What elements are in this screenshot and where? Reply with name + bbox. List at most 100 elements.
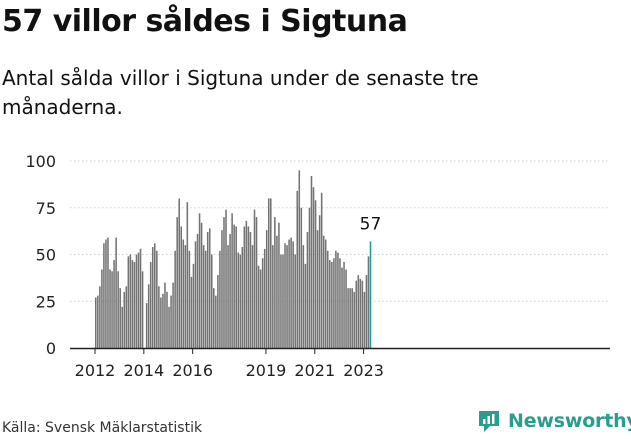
chart-bars [95, 170, 372, 348]
bar [176, 217, 178, 348]
bar [204, 250, 207, 348]
bar [318, 215, 321, 348]
bar [251, 245, 254, 348]
bar [245, 220, 248, 348]
bar [280, 254, 282, 348]
bar [320, 192, 323, 348]
bar [113, 260, 115, 348]
bar [267, 198, 270, 348]
bar [129, 254, 132, 348]
bar [361, 280, 364, 348]
bar [149, 261, 152, 348]
bar [339, 258, 341, 348]
bar [272, 245, 274, 348]
bar [300, 207, 303, 348]
bar [154, 243, 156, 348]
bar [111, 271, 113, 348]
bar [164, 282, 166, 348]
bar [151, 247, 154, 348]
bar [202, 245, 205, 348]
bar [331, 261, 333, 348]
bar [215, 295, 217, 348]
bar [206, 232, 209, 348]
newsworthy-logo-icon [479, 411, 499, 432]
bar [335, 250, 337, 348]
bar [343, 261, 345, 348]
bar [109, 269, 111, 348]
bar [253, 209, 256, 348]
bar [166, 291, 168, 348]
y-tick-label: 0 [46, 339, 56, 358]
bar [184, 245, 187, 348]
highlight-value-label: 57 [360, 214, 382, 234]
bar [158, 286, 160, 348]
x-tick-label: 2016 [172, 361, 213, 380]
bar [290, 237, 292, 348]
bar [304, 263, 307, 348]
x-tick-label: 2014 [123, 361, 164, 380]
bar [363, 291, 366, 348]
bar [316, 230, 319, 348]
bar [324, 239, 327, 348]
bar [355, 280, 358, 348]
bar [211, 254, 213, 348]
bar [286, 245, 288, 348]
bar [284, 243, 286, 348]
bar [139, 248, 142, 348]
bar [147, 284, 150, 348]
bar [198, 213, 201, 348]
bar [257, 265, 260, 348]
bar [208, 228, 211, 348]
bar [186, 202, 189, 348]
bar [225, 209, 227, 348]
bar [99, 286, 101, 348]
bar [137, 252, 140, 348]
bar [182, 239, 185, 348]
bar [107, 237, 109, 348]
bar [125, 286, 128, 348]
bar [333, 258, 335, 348]
bar [145, 303, 148, 348]
bar [178, 198, 180, 348]
bar [192, 263, 195, 348]
bar [265, 230, 268, 348]
bar [310, 175, 313, 348]
bar [247, 226, 250, 348]
chart-annotation: 57 [360, 214, 382, 234]
bar-chart: 0 25 50 75 100 2012 2014 2016 2019 2021 2023 57 [25, 152, 610, 380]
bar [194, 241, 197, 348]
bar [351, 288, 353, 348]
bar [221, 230, 223, 348]
bar [326, 250, 329, 348]
bar [282, 254, 284, 348]
bar [95, 297, 97, 348]
bar [365, 275, 368, 348]
bar [292, 241, 294, 348]
newsworthy-logo[interactable]: Newsworthy [476, 408, 631, 434]
bar [105, 239, 107, 348]
x-axis: 2012 2014 2016 2019 2021 2023 [70, 347, 610, 380]
bar [306, 232, 309, 348]
source-note: Källa: Svensk Mäklarstatistik [2, 420, 203, 436]
bar [294, 254, 296, 348]
bar [349, 288, 351, 348]
y-axis-labels: 0 25 50 75 100 [25, 152, 56, 358]
bar [255, 217, 258, 348]
bar [308, 207, 311, 348]
bar [200, 222, 203, 348]
bar [229, 233, 231, 348]
highlight-bar [369, 241, 372, 348]
bar [180, 226, 183, 348]
bar [233, 224, 235, 348]
bar [241, 247, 244, 348]
bar [341, 267, 343, 348]
bar [337, 252, 339, 348]
bar [296, 190, 299, 348]
brand-name: Newsworthy [508, 410, 631, 432]
x-tick-label: 2019 [246, 361, 287, 380]
bar [353, 291, 355, 348]
bar [123, 291, 126, 348]
bar [219, 250, 221, 348]
bar [237, 252, 239, 348]
bar [239, 254, 242, 348]
